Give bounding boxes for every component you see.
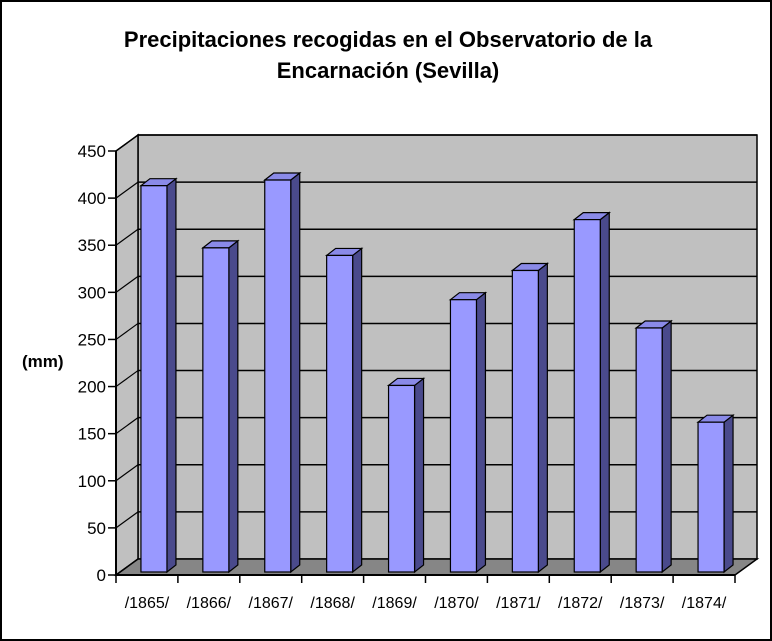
bar-1868: [326, 254, 354, 573]
y-tick-label: 0: [97, 566, 106, 585]
y-axis-unit-label: (mm): [22, 352, 64, 371]
bar-side-1871: [537, 262, 548, 574]
bar-1874: [697, 421, 725, 573]
y-tick-label: 250: [78, 330, 106, 349]
x-tick-label: /1868/: [310, 595, 355, 612]
y-tick-connector: [115, 370, 139, 388]
bar-1869: [387, 384, 416, 573]
y-tick-connector: [115, 134, 139, 152]
y-tick-connector: [115, 322, 139, 340]
x-tick-label: /1869/: [372, 595, 417, 612]
bar-side-1870: [475, 291, 487, 574]
bar-side-1869: [413, 377, 425, 574]
x-tick-label: /1865/: [125, 595, 170, 612]
bar-side-1868: [352, 247, 363, 574]
side-wall: [115, 133, 139, 577]
chart-title: Precipitaciones recogidas en el Observat…: [123, 27, 653, 83]
bar-1867: [264, 179, 292, 573]
y-tick-label: 50: [87, 519, 106, 538]
bar-1865: [140, 185, 168, 573]
bar-side-1866: [228, 239, 239, 574]
x-tick-label: /1866/: [187, 595, 232, 612]
y-tick-connector: [115, 275, 139, 293]
y-tick-label: 100: [78, 472, 106, 491]
bar-side-1874: [723, 413, 734, 574]
x-tick-label: /1874/: [682, 595, 727, 612]
bar-1873: [635, 327, 663, 573]
bar-1872: [573, 219, 601, 573]
y-tick-label: 350: [78, 236, 106, 255]
x-tick-label: /1870/: [434, 595, 479, 612]
bar-1871: [511, 269, 539, 573]
x-tick-label: /1872/: [558, 595, 603, 612]
bar-1866: [202, 247, 230, 573]
bar-side-1873: [661, 319, 672, 574]
y-tick-connector: [115, 228, 139, 246]
y-tick-label: 400: [78, 189, 106, 208]
y-tick-connector: [115, 417, 139, 435]
bar-side-1867: [290, 171, 301, 574]
y-tick-label: 200: [78, 378, 106, 397]
y-tick-connector: [115, 181, 139, 199]
x-tick-label: /1871/: [496, 595, 541, 612]
y-tick-label: 300: [78, 283, 106, 302]
y-tick-connector: [115, 558, 139, 576]
y-tick-connector: [115, 464, 139, 482]
x-tick-label: /1867/: [249, 595, 294, 612]
bar-side-1865: [166, 177, 177, 574]
x-tick-label: /1873/: [620, 595, 665, 612]
bar-1870: [449, 299, 478, 573]
bar-side-1872: [599, 211, 610, 574]
y-tick-connector: [115, 511, 139, 529]
y-tick-label: 450: [78, 142, 106, 161]
y-tick-label: 150: [78, 425, 106, 444]
